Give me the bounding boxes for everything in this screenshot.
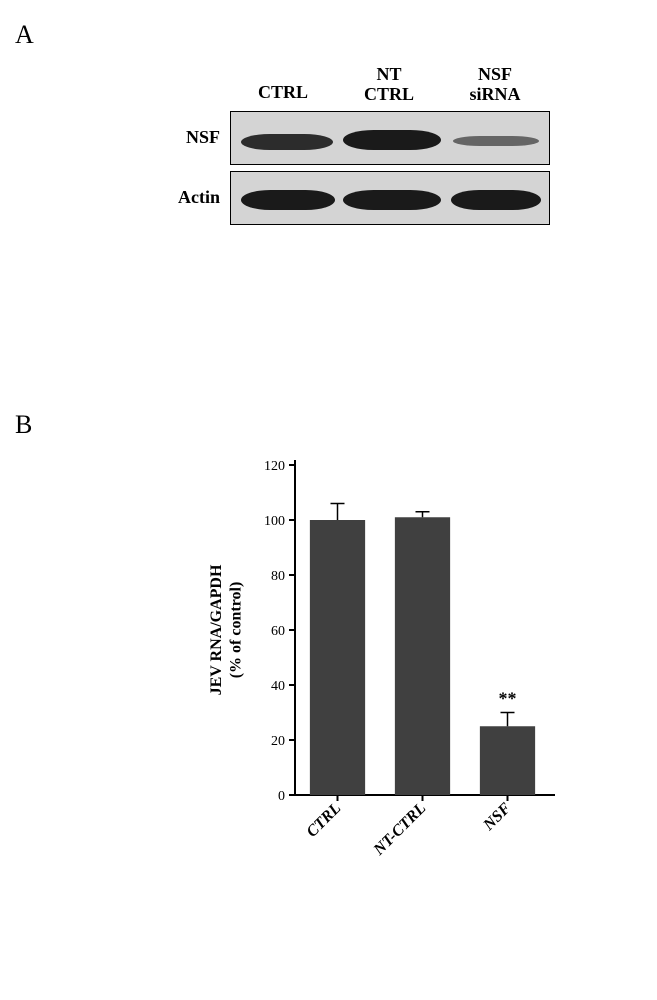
x-tick-label: CTRL <box>303 800 344 841</box>
blot-col-header-3: NSF siRNA <box>442 65 548 105</box>
y-axis-label: JEV RNA/GAPDH(% of control) <box>208 564 244 695</box>
blot-col-header-1: CTRL <box>230 65 336 105</box>
y-tick-label: 80 <box>271 569 285 584</box>
blot-row-label-actin: Actin <box>150 187 230 208</box>
blot-box-actin <box>230 171 550 225</box>
blot-row-actin: Actin <box>150 171 580 225</box>
blot-band <box>453 136 539 146</box>
blot-band <box>343 130 441 150</box>
y-tick-label: 20 <box>271 734 285 749</box>
y-tick-label: 120 <box>264 459 285 474</box>
blot-row-nsf: NSF <box>150 111 580 165</box>
blot-band <box>241 134 333 150</box>
blot-col-header-2: NT CTRL <box>336 65 442 105</box>
panel-a-label: A <box>15 20 34 50</box>
y-tick-label: 60 <box>271 624 285 639</box>
y-tick-label: 100 <box>264 514 285 529</box>
bar-chart-container: 0 20 40 60 80 100 120 JEV RNA/GAPDH(% of contro… <box>200 445 580 945</box>
blot-row-label-nsf: NSF <box>150 127 230 148</box>
blot-column-headers: CTRL NT CTRL NSF siRNA <box>230 65 580 105</box>
panel-b-label: B <box>15 410 32 440</box>
blot-band <box>451 190 541 210</box>
blot-band <box>241 190 335 210</box>
bar <box>395 517 450 795</box>
blot-box-nsf <box>230 111 550 165</box>
x-tick-label: NT-CTRL <box>370 800 430 860</box>
significance-marker: ** <box>499 689 517 709</box>
blot-band <box>343 190 441 210</box>
bar <box>310 520 365 795</box>
y-tick-label: 0 <box>278 789 285 804</box>
x-tick-label: NSF <box>480 800 515 835</box>
bar-chart-svg: 0 20 40 60 80 100 120 JEV RNA/GAPDH(% of contro… <box>200 445 580 945</box>
y-tick-label: 40 <box>271 679 285 694</box>
western-blot: CTRL NT CTRL NSF siRNA NSF Actin <box>150 65 580 225</box>
bar <box>480 726 535 795</box>
